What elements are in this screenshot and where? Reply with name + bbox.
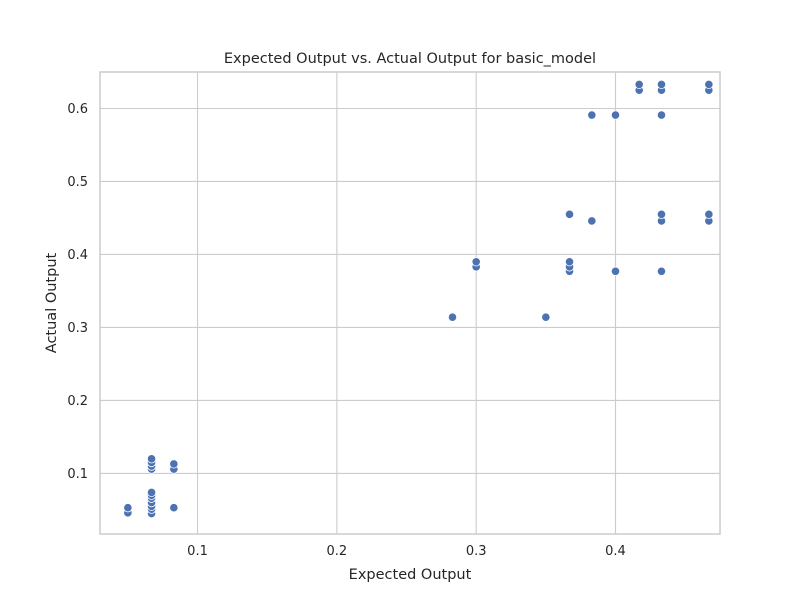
data-point — [564, 209, 575, 219]
data-point — [704, 209, 714, 219]
data-point — [169, 459, 179, 469]
data-point — [564, 257, 575, 267]
data-points — [123, 79, 714, 519]
y-tick-label: 0.2 — [67, 394, 88, 409]
data-point — [610, 266, 621, 276]
y-tick-label: 0.6 — [67, 102, 88, 117]
plot-frame — [99, 71, 721, 535]
grid-lines — [100, 72, 720, 534]
y-tick-label: 0.1 — [67, 467, 88, 482]
data-point — [704, 79, 714, 90]
data-point — [656, 79, 667, 90]
y-tick-label: 0.3 — [67, 321, 88, 336]
data-point — [587, 216, 597, 226]
data-point — [541, 312, 551, 322]
y-tick-labels: 0.1 0.2 0.3 0.4 0.5 0.6 — [67, 102, 88, 482]
data-point — [146, 454, 157, 464]
data-point — [656, 209, 667, 219]
y-tick-label: 0.4 — [67, 248, 88, 263]
data-point — [634, 79, 644, 90]
data-point — [169, 503, 179, 513]
x-tick-label: 0.2 — [327, 544, 348, 559]
data-point — [610, 110, 621, 120]
chart-title: Expected Output vs. Actual Output for ba… — [224, 51, 596, 67]
x-axis-label: Expected Output — [349, 567, 472, 583]
x-tick-label: 0.4 — [605, 544, 626, 559]
data-point — [656, 110, 667, 120]
data-point — [587, 110, 597, 120]
data-point — [447, 312, 458, 322]
data-point — [123, 503, 133, 513]
data-point — [656, 266, 667, 276]
data-point — [146, 487, 157, 497]
x-tick-labels: 0.1 0.2 0.3 0.4 — [187, 544, 626, 559]
y-axis-label: Actual Output — [44, 252, 60, 353]
x-tick-label: 0.1 — [187, 544, 208, 559]
data-point — [471, 257, 481, 267]
y-tick-label: 0.5 — [67, 175, 88, 190]
x-tick-label: 0.3 — [466, 544, 487, 559]
